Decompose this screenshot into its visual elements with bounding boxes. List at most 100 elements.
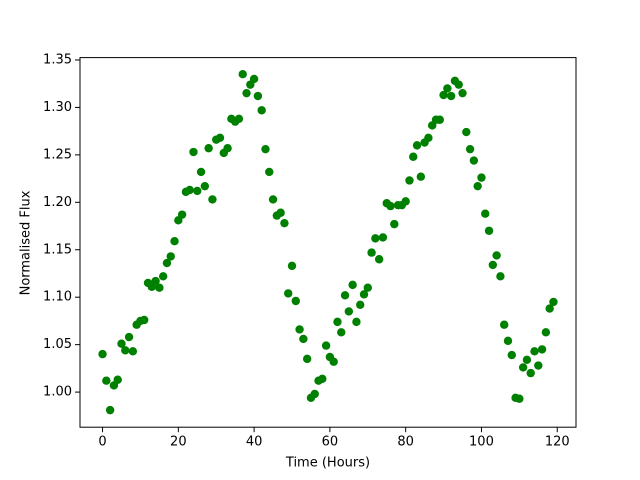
point	[102, 376, 111, 385]
point	[503, 336, 513, 346]
point	[185, 185, 194, 195]
point	[492, 251, 501, 260]
point	[435, 115, 444, 124]
point	[200, 181, 210, 191]
y-tick-label: 1.20	[43, 195, 72, 210]
point	[443, 84, 452, 93]
x-tick-label: 120	[545, 435, 570, 450]
point	[473, 181, 482, 191]
point	[295, 325, 304, 334]
point	[378, 233, 388, 242]
point	[367, 248, 376, 257]
y-axis-label: Normalised Flux	[19, 190, 34, 295]
point	[128, 347, 138, 356]
plot-frame	[79, 57, 577, 428]
y-tick-label: 1.30	[43, 100, 72, 115]
point	[249, 74, 259, 84]
point	[280, 218, 289, 228]
point	[276, 208, 285, 217]
point	[261, 144, 270, 154]
point	[158, 272, 168, 281]
point	[208, 195, 217, 204]
y-tick-label: 1.00	[43, 385, 72, 400]
point	[477, 173, 486, 182]
point	[439, 90, 448, 100]
point	[344, 307, 354, 316]
point	[234, 114, 244, 124]
y-tick-label: 1.25	[43, 147, 72, 162]
point	[481, 209, 490, 218]
point	[356, 300, 365, 309]
x-tick-label: 0	[98, 435, 106, 450]
point	[242, 88, 251, 98]
y-tick-label: 1.05	[43, 337, 72, 352]
point	[189, 147, 198, 157]
point	[359, 290, 369, 299]
point	[215, 133, 225, 142]
point	[265, 167, 274, 177]
point	[499, 320, 509, 329]
point	[416, 172, 426, 181]
x-tick-label: 60	[322, 435, 339, 450]
point	[299, 334, 308, 344]
point	[204, 144, 213, 153]
x-tick-label: 20	[170, 435, 187, 450]
point	[390, 219, 399, 229]
point	[166, 252, 175, 261]
point	[98, 349, 107, 359]
point	[352, 317, 361, 327]
point	[458, 88, 467, 98]
y-tick-label: 1.15	[43, 242, 72, 257]
point	[545, 304, 554, 313]
point	[530, 347, 539, 356]
point	[196, 167, 206, 177]
point	[113, 375, 122, 384]
point	[507, 350, 516, 360]
point	[268, 195, 278, 204]
point	[223, 144, 232, 153]
point	[287, 261, 297, 271]
point	[257, 106, 266, 115]
point	[363, 283, 372, 292]
point	[446, 91, 456, 101]
point	[518, 363, 528, 372]
point	[151, 276, 160, 286]
point	[121, 346, 130, 355]
point	[484, 226, 494, 235]
point	[401, 197, 410, 206]
point	[318, 374, 327, 384]
point	[105, 405, 115, 415]
y-tick-label: 1.35	[43, 52, 72, 67]
point	[537, 345, 547, 354]
point	[412, 141, 422, 150]
point	[374, 255, 384, 264]
point	[321, 341, 331, 350]
x-tick-label: 40	[246, 435, 263, 450]
point	[522, 355, 532, 365]
point	[541, 328, 551, 337]
point	[253, 91, 263, 101]
point	[462, 127, 471, 137]
point	[549, 297, 558, 307]
point	[193, 186, 202, 196]
point	[284, 289, 293, 298]
point	[333, 317, 342, 327]
point	[348, 280, 357, 290]
point	[515, 394, 524, 403]
point	[140, 315, 149, 325]
point	[291, 296, 300, 306]
point	[496, 272, 505, 281]
point	[155, 283, 164, 292]
point	[526, 368, 535, 378]
point	[302, 354, 312, 364]
point	[386, 201, 395, 211]
point	[170, 237, 179, 246]
point	[117, 339, 126, 348]
x-tick-label: 100	[469, 435, 494, 450]
point	[405, 176, 414, 185]
point	[424, 133, 433, 142]
point	[124, 332, 134, 342]
point	[329, 357, 338, 366]
